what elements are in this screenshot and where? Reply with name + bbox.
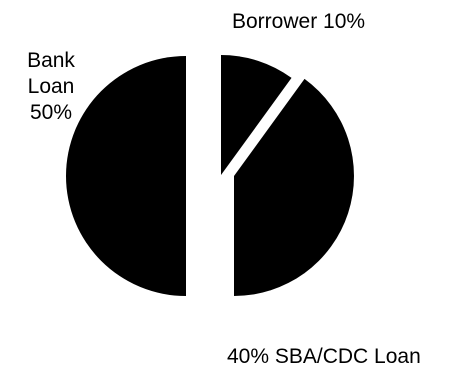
pie-slice-borrower: [221, 55, 292, 175]
pie-slice-bank-loan: [66, 56, 186, 296]
label-bank-loan-line-3: 50%: [29, 101, 73, 124]
pie-slice-sba-cdc-loan: [234, 78, 354, 296]
label-borrower: Borrower 10%: [232, 10, 366, 33]
label-bank-loan-line-1: Bank: [27, 49, 75, 72]
label-bank-loan: Bank Loan 50%: [16, 48, 86, 126]
label-sba-cdc-loan: 40% SBA/CDC Loan: [227, 345, 421, 368]
label-bank-loan-line-2: Loan: [27, 75, 75, 98]
